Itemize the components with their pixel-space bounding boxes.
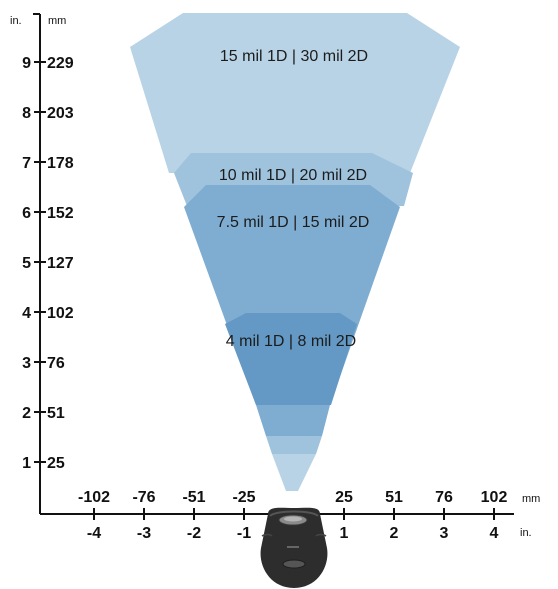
horizontal-tick-label-mm: -25 — [232, 489, 255, 506]
vertical-tick-label-in: 5 — [22, 255, 31, 272]
vertical-unit-in: in. — [10, 15, 22, 27]
vertical-tick-label-in: 1 — [22, 455, 31, 472]
vertical-tick-label-mm: 152 — [47, 205, 74, 222]
zone-near-band-2 — [266, 436, 322, 454]
zone-label-10-20: 10 mil 1D | 20 mil 2D — [219, 167, 367, 184]
horizontal-tick-label-mm: 25 — [335, 489, 353, 506]
horizontal-tick-label-in: 4 — [490, 525, 499, 542]
vertical-axis: in. mm 9 229 8 203 7 178 6 152 5 127 4 102 3 76 2 51 1 25 — [10, 13, 74, 514]
vertical-tick-label-mm: 178 — [47, 155, 74, 172]
vertical-unit-mm: mm — [48, 15, 66, 27]
horizontal-unit-in: in. — [520, 527, 532, 539]
vertical-tick-label-mm: 25 — [47, 455, 65, 472]
horizontal-tick-label-in: 3 — [440, 525, 449, 542]
vertical-tick-label-in: 8 — [22, 105, 31, 122]
vertical-tick-label-mm: 203 — [47, 105, 74, 122]
horizontal-tick-label-mm: 102 — [481, 489, 508, 506]
horizontal-tick-label-mm: -102 — [78, 489, 110, 506]
vertical-tick-label-in: 6 — [22, 205, 31, 222]
zone-label-7-15: 7.5 mil 1D | 15 mil 2D — [217, 214, 370, 231]
zone-4-mil-1d-8-mil-2d — [225, 313, 357, 405]
horizontal-unit-mm: mm — [522, 493, 540, 505]
vertical-tick-label-in: 3 — [22, 355, 31, 372]
vertical-tick-label-mm: 102 — [47, 305, 74, 322]
horizontal-tick-label-mm: -51 — [182, 489, 205, 506]
zone-near-band-3 — [272, 454, 316, 491]
horizontal-tick-label-in: 1 — [340, 525, 349, 542]
horizontal-tick-label-mm: -76 — [132, 489, 155, 506]
vertical-tick-label-in: 7 — [22, 155, 31, 172]
horizontal-tick-label-in: 2 — [390, 525, 399, 542]
horizontal-tick-label-in: -4 — [87, 525, 101, 542]
vertical-tick-label-mm: 51 — [47, 405, 65, 422]
vertical-tick-label-in: 2 — [22, 405, 31, 422]
vertical-tick-label-mm: 229 — [47, 55, 74, 72]
vertical-tick-label-in: 9 — [22, 55, 31, 72]
horizontal-tick-label-mm: 76 — [435, 489, 453, 506]
zone-label-15-30: 15 mil 1D | 30 mil 2D — [220, 48, 368, 65]
vertical-tick-label-mm: 76 — [47, 355, 65, 372]
zone-near-band-1 — [256, 405, 330, 436]
horizontal-tick-label-in: -2 — [187, 525, 201, 542]
zone-label-4-8: 4 mil 1D | 8 mil 2D — [226, 333, 356, 350]
zone-15-mil-1d-30-mil-2d — [130, 13, 460, 173]
horizontal-tick-label-in: -3 — [137, 525, 151, 542]
vertical-tick-label-mm: 127 — [47, 255, 74, 272]
barcode-scanner-icon — [260, 507, 328, 588]
vertical-tick-label-in: 4 — [22, 305, 31, 322]
horizontal-tick-label-in: -1 — [237, 525, 251, 542]
horizontal-tick-label-mm: 51 — [385, 489, 403, 506]
